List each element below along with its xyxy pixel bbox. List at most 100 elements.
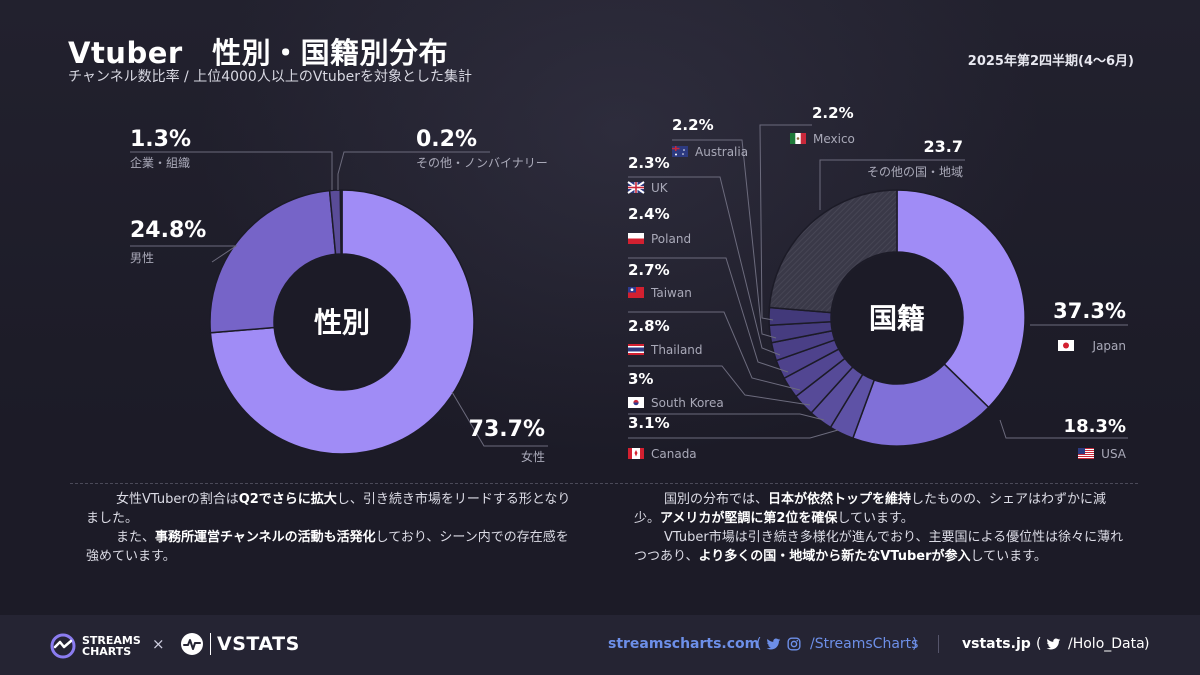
vstats-logo-text: VSTATS xyxy=(217,633,300,655)
donut-hole xyxy=(275,255,409,389)
leader-line xyxy=(130,151,333,190)
commentary-text: しています。 xyxy=(837,511,914,526)
slice-category-label: UK xyxy=(651,181,669,195)
commentary-highlight: Q2でさらに拡大 xyxy=(238,492,337,507)
japan-flag-icon xyxy=(1058,340,1074,351)
leader-line xyxy=(672,139,777,339)
footer: STREAMS CHARTS × VSTATS streamscharts.co… xyxy=(0,615,1200,675)
vstats-logo-icon xyxy=(181,633,203,655)
vstats-site-link[interactable]: vstats.jp xyxy=(962,636,1031,652)
australia-flag-icon xyxy=(672,146,688,157)
vstats-handle[interactable]: /Holo_Data xyxy=(1068,636,1145,652)
slice-value-label: 2.2% xyxy=(812,104,854,122)
slice-category-label: 女性 xyxy=(521,449,545,464)
gender-donut-chart: 性別 73.7% 女性 24.8% 男性 1.3% 企業・組織 0.2% その他・ノンバイナリー xyxy=(130,127,548,464)
thailand-flag-icon xyxy=(628,344,644,355)
slice-value-label: 2.7% xyxy=(628,261,670,279)
donut-center-label: 性別 xyxy=(314,306,370,339)
commentary-text: 国別の分布では、 xyxy=(664,492,769,507)
vstats-logo[interactable]: VSTATS xyxy=(180,632,300,656)
leader-line xyxy=(999,419,1128,439)
commentary-highlight: アメリカが堅調に第2位を確保 xyxy=(660,511,838,526)
slice-category-label: Australia xyxy=(695,145,748,159)
commentary-highlight: 日本が依然トップを維持 xyxy=(768,492,912,507)
donut-slice-other-nonbinary xyxy=(339,189,343,255)
slice-value-label: 2.3% xyxy=(628,154,670,172)
usa-flag-icon xyxy=(1078,448,1094,459)
slice-value-label: 2.2% xyxy=(672,116,714,134)
commentary-text: したものの、シェアはわずかに減少。 xyxy=(634,492,1107,526)
slice-category-label: 企業・組織 xyxy=(130,155,190,170)
commentary-paragraph: 国別の分布では、日本が依然トップを維持したものの、シェアはわずかに減少。アメリカ… xyxy=(634,490,1124,528)
leader-line xyxy=(759,124,812,321)
leader-line xyxy=(628,311,801,391)
donut-slice-japan xyxy=(896,189,1026,409)
streams-charts-logo[interactable]: STREAMS CHARTS xyxy=(50,633,141,659)
twitter-icon-2[interactable] xyxy=(1046,638,1061,651)
slice-value-label: 23.7 xyxy=(924,137,963,156)
donut-slice-female xyxy=(209,189,475,455)
logo2-separator xyxy=(210,633,211,655)
leader-line xyxy=(628,413,825,421)
slice-category-label: Japan xyxy=(1092,339,1126,353)
commentary-paragraph: VTuber市場は引き続き多様化が進んでおり、主要国による優位性は徐々に薄れつつ… xyxy=(634,528,1124,566)
commentary-highlight: より多くの国・地域から新たなVTuberが参入 xyxy=(698,549,971,564)
period-label: 2025年第2四半期(4〜6月) xyxy=(967,54,1134,69)
section-divider xyxy=(70,483,1138,484)
twitter-icon[interactable] xyxy=(766,638,781,651)
streamscharts-site-link[interactable]: streamscharts.com xyxy=(608,636,760,652)
charts-canvas: 性別 73.7% 女性 24.8% 男性 1.3% 企業・組織 0.2% その他・ノンバイナリー… xyxy=(130,104,1128,464)
slice-value-label: 0.2% xyxy=(416,127,477,152)
leader-line xyxy=(819,159,965,210)
leader-line xyxy=(130,245,238,263)
slice-category-label: Taiwan xyxy=(650,286,692,300)
slice-category-label: USA xyxy=(1101,447,1127,461)
slice-value-label: 3% xyxy=(628,370,653,388)
uk-flag-icon xyxy=(627,181,645,194)
logo1-line2: CHARTS xyxy=(82,645,132,658)
streamscharts-handle[interactable]: /StreamsCharts xyxy=(810,636,919,652)
leader-line xyxy=(337,151,490,190)
slice-category-label: その他の国・地域 xyxy=(867,165,963,179)
commentary-text: 女性VTuberの割合は xyxy=(116,492,239,507)
slice-value-label: 2.8% xyxy=(628,317,670,335)
donut-center-label: 国籍 xyxy=(869,302,925,335)
instagram-icon[interactable] xyxy=(787,637,801,651)
leader-line xyxy=(628,176,781,356)
mexico-flag-icon xyxy=(790,133,806,144)
slice-value-label: 73.7% xyxy=(469,417,545,442)
page-title: Vtuber 性別・国籍別分布 xyxy=(68,36,449,70)
leader-line xyxy=(628,365,811,406)
poland-flag-icon xyxy=(628,233,644,244)
footer-separator xyxy=(938,635,939,653)
slice-category-label: Canada xyxy=(651,447,697,461)
donut-slice-other-regions xyxy=(768,189,898,314)
slice-value-label: 1.3% xyxy=(130,127,191,152)
slice-value-label: 2.4% xyxy=(628,205,670,223)
commentary-text: VTuber市場は引き続き多様化が進んでおり、主要国による優位性は徐々に薄れつつ… xyxy=(634,530,1124,564)
donut-hole xyxy=(832,253,962,383)
slice-value-label: 18.3% xyxy=(1064,416,1126,437)
slice-value-label: 37.3% xyxy=(1053,299,1126,323)
streams-charts-logo-icon xyxy=(50,633,76,659)
south-korea-flag-icon xyxy=(628,397,644,408)
leader-line xyxy=(628,257,789,373)
page-subtitle: チャンネル数比率 / 上位4000人以上のVtuberを対象とした集計 xyxy=(68,69,473,85)
canada-flag-icon xyxy=(628,448,644,459)
leader-line xyxy=(628,429,839,439)
taiwan-flag-icon xyxy=(628,287,644,298)
paren-open-1: ( xyxy=(756,636,762,652)
commentary-text: しています。 xyxy=(970,549,1047,564)
slice-value-label: 24.8% xyxy=(130,218,206,243)
paren-close-1: ) xyxy=(912,636,918,652)
paren-open-2: ( xyxy=(1036,636,1042,652)
collab-symbol: × xyxy=(152,635,165,653)
nationality-donut-chart: 国籍 37.3% Japan 18.3% USA 23.7 その他の国・地域 3.1% Cana… xyxy=(627,104,1128,461)
slice-category-label: Mexico xyxy=(813,132,855,146)
slice-category-label: South Korea xyxy=(651,396,724,410)
commentary-text: また、 xyxy=(116,530,156,545)
gender-commentary: 女性VTuberの割合はQ2でさらに拡大し、引き続き市場をリードする形となりまし… xyxy=(86,490,576,566)
commentary-text: し、引き続き市場をリードする形となりました。 xyxy=(86,492,571,526)
commentary-paragraph: 女性VTuberの割合はQ2でさらに拡大し、引き続き市場をリードする形となりまし… xyxy=(86,490,576,528)
commentary-text: しており、シーン内での存在感を強めています。 xyxy=(86,530,569,564)
